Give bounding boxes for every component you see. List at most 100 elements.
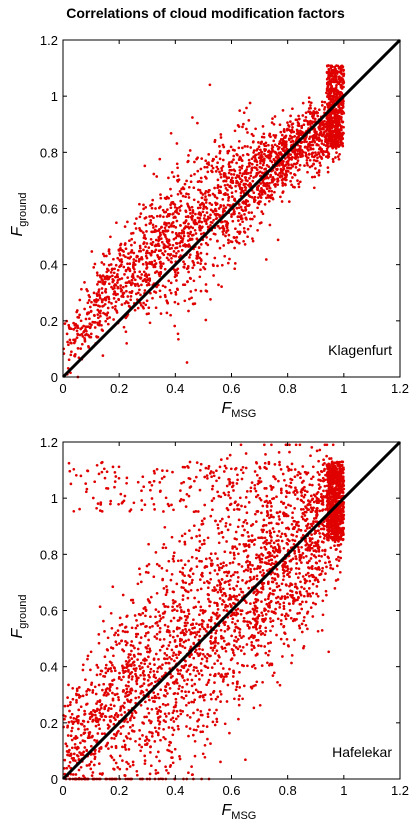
data-point <box>147 711 151 715</box>
data-point <box>297 117 301 121</box>
data-point <box>270 443 273 447</box>
data-point <box>209 577 213 581</box>
data-point <box>176 724 180 728</box>
data-point <box>192 618 195 622</box>
data-point <box>193 754 197 758</box>
data-point <box>255 577 259 581</box>
data-point <box>123 711 127 714</box>
data-point <box>234 189 238 193</box>
data-point <box>300 622 304 626</box>
data-point <box>268 592 272 595</box>
data-point <box>179 489 182 492</box>
data-point <box>294 166 298 169</box>
data-point <box>180 248 184 252</box>
data-point <box>111 306 115 309</box>
data-point <box>192 279 196 283</box>
data-point <box>247 203 251 207</box>
data-point <box>199 251 203 255</box>
data-point <box>264 184 268 188</box>
data-point <box>89 744 93 748</box>
data-point <box>162 246 166 250</box>
data-point <box>114 475 118 478</box>
data-point <box>249 486 253 490</box>
data-point <box>103 302 107 306</box>
data-point <box>252 140 255 143</box>
data-point <box>171 726 174 730</box>
data-point <box>304 623 308 627</box>
data-point <box>290 661 293 665</box>
data-point <box>287 200 291 203</box>
data-point <box>170 246 173 250</box>
data-point <box>107 747 110 750</box>
data-point <box>117 465 121 469</box>
data-point <box>210 164 214 168</box>
data-point <box>118 258 121 262</box>
data-point <box>166 245 170 249</box>
data-point <box>303 164 306 167</box>
data-point <box>123 494 127 498</box>
y-tick-label: 0 <box>51 370 58 385</box>
data-point <box>210 697 213 701</box>
data-point <box>167 214 171 218</box>
data-point <box>148 251 151 255</box>
data-point <box>249 195 252 199</box>
data-point <box>299 154 302 158</box>
data-point <box>231 195 234 198</box>
data-point <box>264 629 268 633</box>
data-point <box>252 151 255 154</box>
data-point <box>104 319 108 323</box>
data-point <box>159 738 162 742</box>
data-point <box>271 117 274 120</box>
data-point <box>235 236 239 239</box>
data-point <box>256 228 259 232</box>
data-point <box>218 151 222 155</box>
data-point <box>186 202 189 206</box>
data-point <box>202 698 206 702</box>
data-point <box>142 722 146 725</box>
data-point <box>234 500 237 504</box>
data-point <box>162 215 165 219</box>
data-point <box>76 333 80 337</box>
data-point <box>123 243 127 246</box>
data-point <box>296 168 300 172</box>
data-point <box>225 226 229 230</box>
data-point <box>71 773 75 776</box>
data-point <box>287 159 290 162</box>
data-point <box>307 152 311 156</box>
data-point <box>181 194 185 198</box>
data-point <box>326 170 330 174</box>
data-point <box>151 732 154 735</box>
data-point <box>107 707 111 710</box>
data-point <box>242 122 245 126</box>
data-point <box>280 582 284 586</box>
data-point <box>67 683 70 687</box>
data-point <box>85 702 89 706</box>
data-point <box>114 640 118 644</box>
data-point <box>176 692 180 695</box>
data-point <box>260 166 263 170</box>
data-point <box>129 737 132 741</box>
data-point <box>283 182 287 186</box>
data-point <box>226 508 230 512</box>
data-point <box>166 703 170 706</box>
data-point <box>197 528 201 532</box>
data-point <box>97 310 101 314</box>
data-point <box>320 121 323 124</box>
data-point <box>191 226 195 230</box>
data-point <box>338 80 342 84</box>
data-point <box>242 616 246 620</box>
data-point <box>255 574 259 578</box>
data-point <box>342 69 345 72</box>
data-point <box>250 168 254 172</box>
data-point <box>125 666 129 670</box>
data-point <box>133 222 137 225</box>
data-point <box>214 552 217 555</box>
data-point <box>282 128 286 131</box>
data-point <box>219 203 223 207</box>
data-point <box>91 771 95 774</box>
data-point <box>269 159 272 163</box>
data-point <box>236 230 240 234</box>
data-point <box>242 569 246 573</box>
data-point <box>312 114 315 118</box>
data-point <box>207 593 211 597</box>
